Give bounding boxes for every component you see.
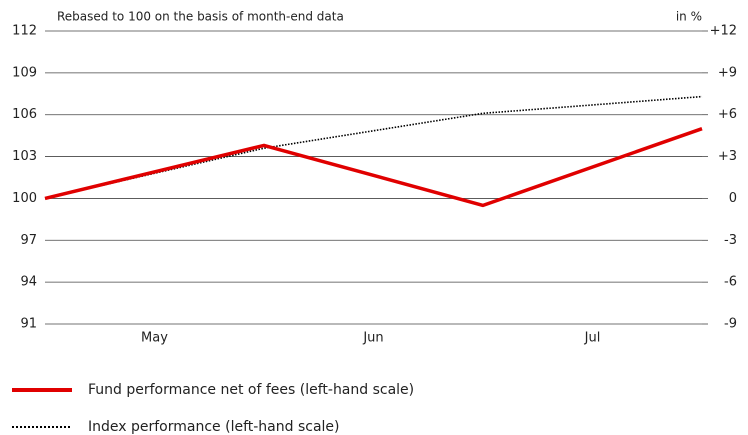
chart-subtitle: Rebased to 100 on the basis of month-end…	[57, 10, 344, 24]
y-tick-label: 97	[20, 233, 37, 248]
legend-label: Fund performance net of fees (left-hand …	[88, 382, 414, 398]
y-tick-label: 103	[12, 149, 37, 164]
series-line	[44, 95, 703, 200]
y2-tick-label: +9	[718, 65, 737, 80]
x-tick-label: Jun	[362, 331, 383, 346]
series-line	[44, 127, 703, 208]
y2-tick-label: -9	[724, 317, 737, 332]
y2-tick-label: -6	[724, 275, 737, 290]
x-tick-label: May	[141, 331, 168, 346]
y2-tick-label: 0	[729, 191, 737, 206]
y-tick-label: 100	[12, 191, 37, 206]
legend-label: Index performance (left-hand scale)	[88, 419, 340, 435]
y-tick-label: 91	[20, 317, 37, 332]
y2-tick-label: +12	[710, 24, 737, 39]
y-tick-label: 112	[12, 24, 37, 39]
y-tick-label: 106	[12, 107, 37, 122]
y2-axis-label: in %	[676, 10, 702, 24]
y2-tick-label: +3	[718, 149, 737, 164]
y2-tick-label: -3	[724, 233, 737, 248]
y-tick-label: 94	[20, 275, 37, 290]
x-tick-label: Jul	[584, 331, 601, 346]
y2-tick-label: +6	[718, 107, 737, 122]
y-tick-label: 109	[12, 65, 37, 80]
